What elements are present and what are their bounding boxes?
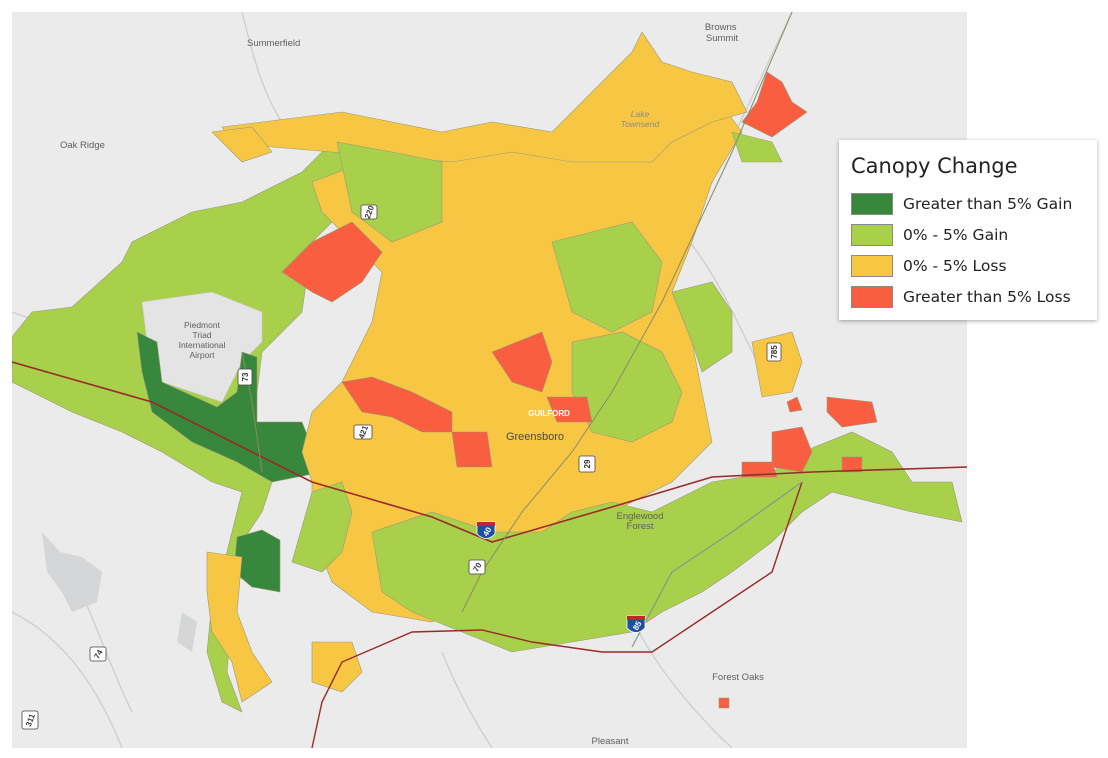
- map-canvas[interactable]: 220 73 421 29 40 70 85 78: [12, 12, 967, 748]
- region-loss-east: [751, 331, 803, 398]
- region-gain-southwest: [291, 481, 353, 573]
- label-englewood-forest: Englewood Forest: [616, 511, 663, 532]
- label-airport: Piedmont Triad International Airport: [179, 320, 226, 360]
- route-73-shield: 73: [237, 368, 253, 386]
- legend-label-loss-low: 0% - 5% Loss: [903, 256, 1007, 275]
- svg-text:29: 29: [583, 459, 592, 468]
- region-gain-eastfar: [671, 281, 733, 373]
- region-loss-southwest: [206, 551, 273, 703]
- label-forest-oaks: Forest Oaks: [712, 672, 764, 683]
- region-loss-high-4: [451, 431, 493, 468]
- label-line: Forest: [627, 521, 654, 532]
- label-line: Townsend: [621, 119, 660, 129]
- route-220-shield: 220: [360, 204, 378, 220]
- legend-label-gain-high: Greater than 5% Gain: [903, 194, 1073, 213]
- label-browns-summit-line1: Browns: [705, 22, 737, 33]
- legend-title: Canopy Change: [851, 154, 1018, 178]
- region-loss-high-8: [771, 426, 813, 473]
- route-shields: 220 73 421 29 40 70 85 78: [21, 204, 782, 730]
- legend-label-loss-high: Greater than 5% Loss: [903, 287, 1071, 306]
- svg-text:785: 785: [770, 345, 779, 359]
- region-loss-high-9: [741, 461, 778, 478]
- label-guilford: GUILFORD: [528, 409, 570, 418]
- region-loss-high-11: [786, 396, 803, 413]
- label-oak-ridge: Oak Ridge: [60, 140, 105, 151]
- svg-text:73: 73: [241, 372, 250, 381]
- canopy-change-map: 220 73 421 29 40 70 85 78: [12, 12, 967, 748]
- label-pleasant: Pleasant: [592, 736, 629, 747]
- canopy-regions: [12, 31, 963, 713]
- region-gain-high-1: [136, 331, 323, 483]
- route-70-shield: 70: [468, 559, 486, 575]
- label-line: Englewood: [616, 511, 663, 522]
- region-loss-high-6: [741, 71, 808, 138]
- label-summerfield: Summerfield: [247, 38, 300, 49]
- region-loss-south: [311, 641, 363, 693]
- legend-label-gain-low: 0% - 5% Gain: [903, 225, 1009, 244]
- legend-swatch-loss-high: [851, 285, 893, 308]
- label-line: Airport: [189, 350, 215, 360]
- region-loss-airportnorth: [211, 126, 273, 163]
- legend-item-loss-high: Greater than 5% Loss: [851, 281, 1085, 312]
- route-421-shield: 421: [353, 424, 373, 440]
- legend-swatch-loss-low: [851, 254, 893, 277]
- label-line: Triad: [192, 330, 211, 340]
- svg-text:311: 311: [24, 712, 37, 728]
- route-74-shield: 74: [89, 646, 107, 662]
- legend-item-gain-low: 0% - 5% Gain: [851, 219, 1085, 250]
- legend-item-gain-high: Greater than 5% Gain: [851, 188, 1085, 219]
- legend-panel: Canopy Change Greater than 5% Gain 0% - …: [839, 140, 1097, 320]
- label-line: Piedmont: [184, 320, 221, 330]
- region-gain-east: [551, 221, 663, 333]
- svg-text:220: 220: [363, 204, 376, 220]
- region-gain-south: [371, 431, 963, 653]
- region-loss-high-1: [281, 221, 383, 303]
- region-loss-high-12: [718, 697, 730, 709]
- region-loss-high-7: [826, 396, 878, 428]
- label-line: Lake: [631, 109, 650, 119]
- route-311-shield: 311: [21, 710, 39, 730]
- label-greensboro: Greensboro: [506, 431, 564, 443]
- svg-text:421: 421: [357, 424, 370, 440]
- label-browns-summit: Browns Summit: [705, 22, 739, 44]
- place-labels: Summerfield Browns Summit Oak Ridge Lake…: [60, 22, 764, 747]
- legend-swatch-gain-low: [851, 223, 893, 246]
- region-loss-high-2: [491, 331, 553, 393]
- route-29-shield: 29: [578, 455, 596, 473]
- interstate-85-shield: 85: [626, 615, 646, 633]
- legend-item-loss-low: 0% - 5% Loss: [851, 250, 1085, 281]
- region-loss-high-10: [841, 456, 863, 473]
- label-line: International: [179, 340, 226, 350]
- region-gain-northeast: [731, 131, 783, 163]
- label-lake-townsend: Lake Townsend: [621, 109, 660, 129]
- interstate-40-shield: 40: [476, 521, 496, 539]
- label-line: Summit: [706, 33, 739, 44]
- region-loss-north: [221, 31, 748, 163]
- route-785-shield: 785: [766, 342, 782, 362]
- legend-swatch-gain-high: [851, 192, 893, 215]
